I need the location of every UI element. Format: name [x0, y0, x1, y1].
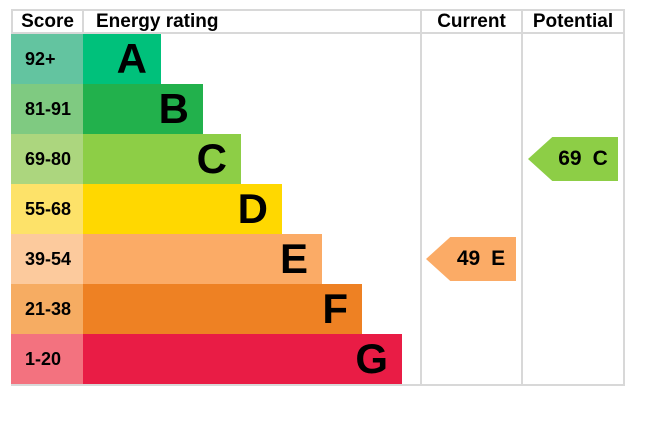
epc-rating-chart: Score Energy rating Current Potential 92… — [11, 9, 625, 386]
band-letter: C — [196, 135, 227, 182]
header-bottom-border — [11, 32, 625, 34]
band-bar: C — [83, 134, 241, 184]
current-rating-value: 49 — [456, 247, 481, 270]
band-bar: D — [83, 184, 282, 234]
table-top-border — [11, 9, 625, 11]
band-letter: D — [237, 185, 268, 232]
current-column-left-border — [420, 9, 422, 386]
current-rating-arrow: 49 E — [426, 237, 516, 281]
current-rating-letter: E — [491, 247, 506, 270]
band-bar: G — [83, 334, 402, 384]
potential-column-left-border — [521, 9, 523, 386]
band-row: 92+ A — [11, 34, 420, 84]
band-row: 21-38 F — [11, 284, 420, 334]
current-column: 49 E — [422, 34, 521, 384]
current-column-header: Current — [437, 10, 506, 32]
band-row: 69-80 C — [11, 134, 420, 184]
band-letter: A — [116, 35, 147, 82]
score-column-header: Score — [21, 10, 74, 32]
band-bar: F — [83, 284, 362, 334]
band-row: 81-91 B — [11, 84, 420, 134]
band-bar: B — [83, 84, 203, 134]
band-score-range: 92+ — [11, 34, 83, 84]
band-bar: A — [83, 34, 161, 84]
band-row: 39-54 E — [11, 234, 420, 284]
potential-rating-value: 69 — [558, 147, 582, 170]
table-right-border — [623, 9, 625, 386]
band-letter: G — [355, 335, 388, 382]
band-score-range: 69-80 — [11, 134, 83, 184]
band-score-range: 39-54 — [11, 234, 83, 284]
potential-column-header: Potential — [532, 10, 614, 32]
potential-rating-letter: C — [592, 147, 608, 170]
score-column-divider — [82, 9, 84, 34]
band-letter: E — [279, 235, 308, 282]
band-score-range: 1-20 — [11, 334, 83, 384]
header-row: Score Energy rating Current Potential — [11, 11, 625, 32]
energy-rating-column-header: Energy rating — [96, 10, 219, 32]
band-score-range: 81-91 — [11, 84, 83, 134]
band-letter: F — [322, 285, 348, 332]
header-left-border — [11, 9, 13, 34]
band-row: 1-20 G — [11, 334, 420, 384]
band-score-range: 55-68 — [11, 184, 83, 234]
band-score-range: 21-38 — [11, 284, 83, 334]
band-row: 55-68 D — [11, 184, 420, 234]
bands-container: 92+ A 81-91 B 69-80 C 55-68 D 39-54 E 21… — [11, 34, 420, 384]
potential-rating-arrow: 69 C — [528, 137, 618, 181]
potential-column: 69 C — [523, 34, 623, 384]
band-bar: E — [83, 234, 322, 284]
band-letter: B — [158, 85, 189, 132]
table-bottom-border — [11, 384, 625, 386]
